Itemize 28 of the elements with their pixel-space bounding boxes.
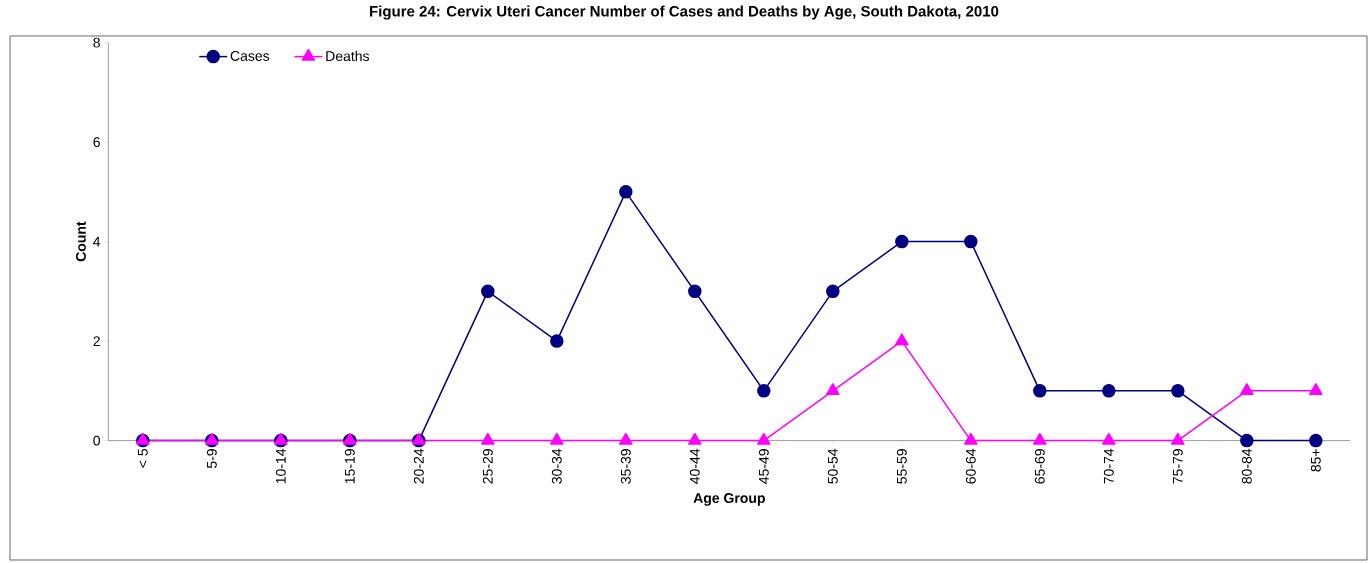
x-tick-label: 25-29 — [482, 449, 493, 484]
x-tick-label: 40-44 — [689, 448, 700, 484]
x-tick-label: 50-54 — [827, 448, 838, 484]
y-tick-label: 6 — [93, 137, 100, 148]
x-tick-label: 75-79 — [1172, 449, 1183, 484]
x-tick-label: 85+ — [1310, 449, 1321, 472]
x-axis-title: Age Group — [693, 493, 765, 506]
x-tick-label: 35-39 — [620, 449, 631, 484]
x-tick-label: 70-74 — [1103, 448, 1114, 484]
x-tick-label: 5-9 — [206, 449, 217, 469]
x-tick-label: 10-14 — [275, 448, 286, 484]
x-tick-label: 20-24 — [413, 448, 424, 484]
legend-label: Cases — [230, 50, 270, 61]
legend-label: Deaths — [326, 50, 369, 62]
y-tick-label: 2 — [93, 336, 100, 346]
x-tick-label: 45-49 — [758, 449, 769, 484]
y-tick-label: 0 — [93, 435, 100, 446]
x-tick-label: 55-59 — [896, 449, 907, 484]
y-axis-title: Count — [75, 221, 86, 262]
x-tick-label: 80-84 — [1241, 448, 1252, 484]
y-tick-label: 8 — [93, 37, 100, 48]
x-tick-label: 60-64 — [965, 448, 976, 484]
x-tick-label: 30-34 — [551, 448, 562, 484]
chart-title: Figure 24: Cervix Uteri Cancer Number of Cases and Deaths by Age, South Dakota, 2010 — [370, 5, 999, 20]
x-tick-label: < 5 — [137, 449, 148, 468]
x-tick-label: 65-69 — [1034, 449, 1045, 484]
y-tick-label: 4 — [93, 236, 101, 247]
x-tick-label: 15-19 — [344, 449, 355, 484]
